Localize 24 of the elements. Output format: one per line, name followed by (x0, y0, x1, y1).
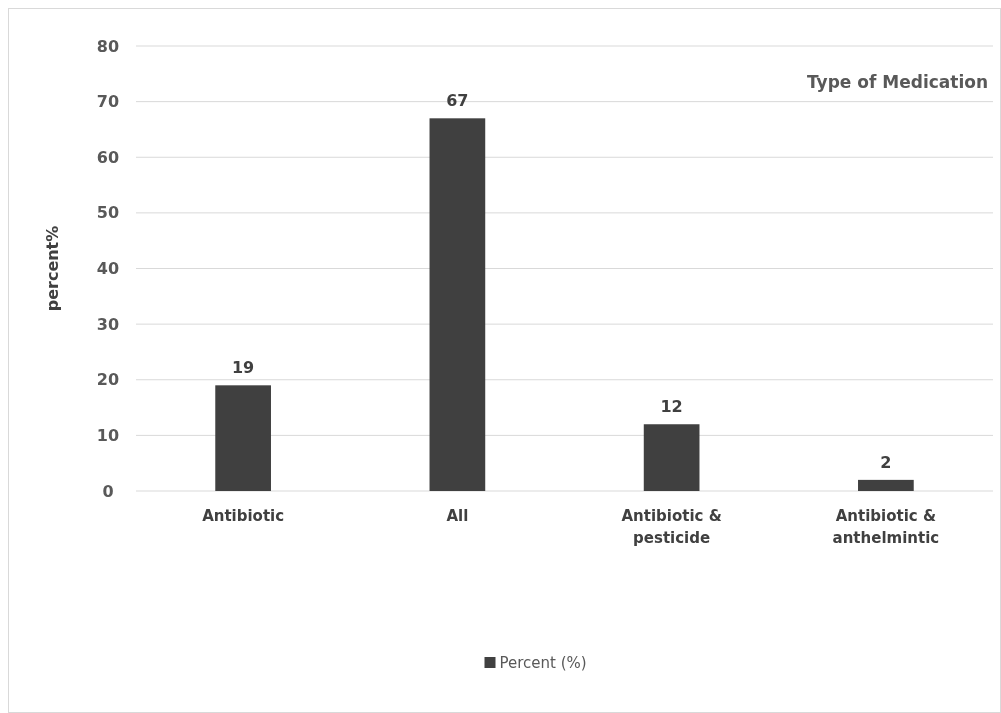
y-tick-label: 30 (96, 314, 120, 334)
data-label: 12 (660, 397, 683, 417)
data-label: 2 (880, 452, 892, 472)
y-tick-label: 60 (96, 147, 120, 167)
y-tick-label: 80 (96, 36, 120, 56)
x-tick-label: All (446, 507, 469, 525)
y-tick-label: 70 (96, 92, 120, 112)
legend-label: Percent (%) (499, 654, 587, 673)
y-tick-label: 40 (96, 259, 120, 279)
text: Type of Medication (807, 72, 988, 92)
x-tick-label: Antibiotic & anthelmintic (832, 507, 940, 547)
bar (215, 385, 271, 491)
y-tick-label: 10 (96, 425, 120, 445)
bar (429, 118, 486, 491)
y-tick-label: 0 (102, 481, 114, 501)
y-axis-title: percent% (43, 225, 62, 312)
bar (643, 424, 700, 491)
x-tick-label: Antibiotic & pesticide (621, 507, 722, 547)
data-label: 19 (231, 358, 255, 378)
x-tick-label: Antibiotic (202, 507, 285, 525)
y-tick-label: 50 (96, 203, 120, 223)
y-tick-label: 20 (96, 370, 120, 390)
data-label: 67 (446, 91, 469, 111)
bar (858, 479, 914, 491)
